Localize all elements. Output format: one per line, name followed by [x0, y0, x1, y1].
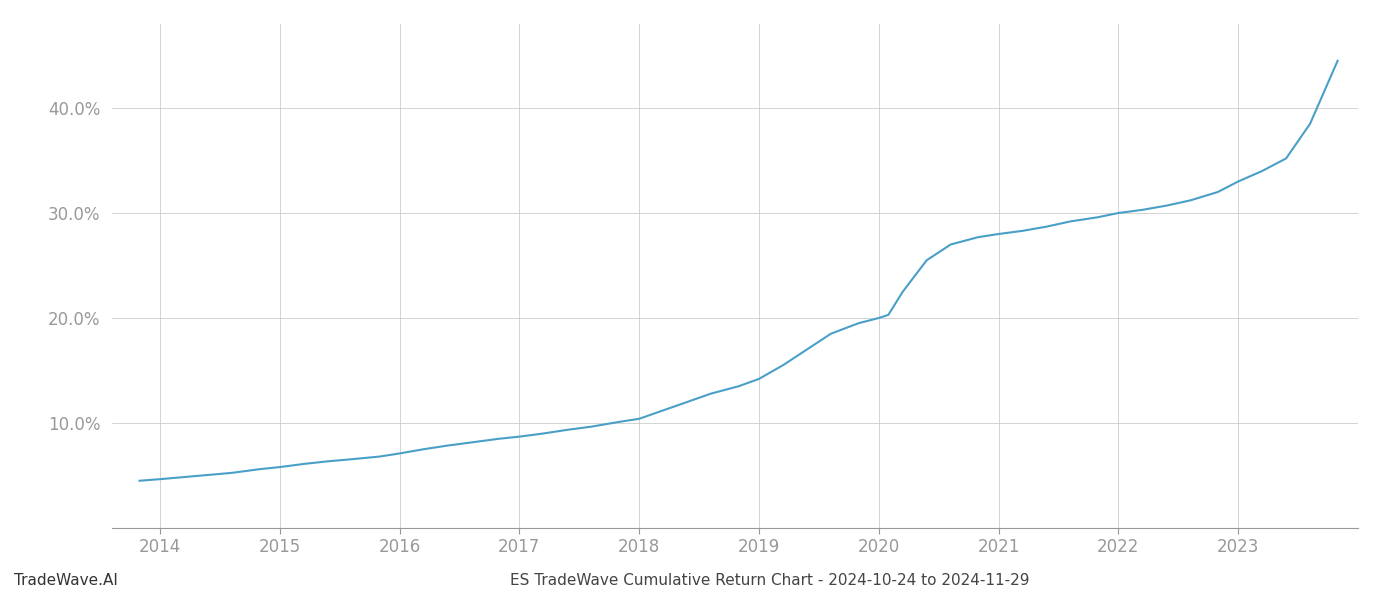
- Text: TradeWave.AI: TradeWave.AI: [14, 573, 118, 588]
- Text: ES TradeWave Cumulative Return Chart - 2024-10-24 to 2024-11-29: ES TradeWave Cumulative Return Chart - 2…: [510, 573, 1030, 588]
